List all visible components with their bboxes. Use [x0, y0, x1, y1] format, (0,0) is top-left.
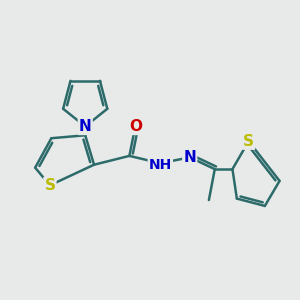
Text: NH: NH — [149, 158, 172, 172]
Text: S: S — [243, 134, 254, 149]
Text: O: O — [129, 119, 142, 134]
Text: S: S — [44, 178, 56, 193]
Text: N: N — [79, 119, 92, 134]
Text: N: N — [183, 150, 196, 165]
